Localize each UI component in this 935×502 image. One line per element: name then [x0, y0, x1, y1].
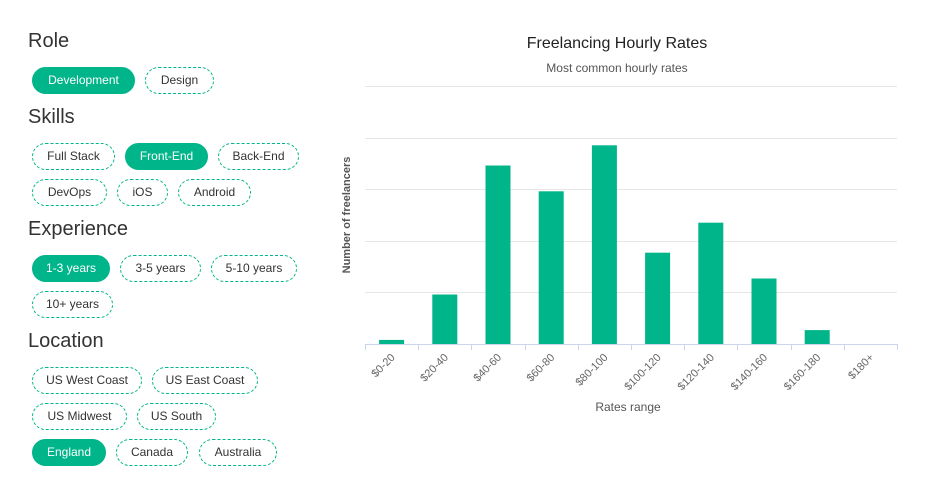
location-section-title: Location	[28, 330, 104, 352]
role-section-title: Role	[28, 30, 70, 52]
chip-10-plus-years[interactable]: 10+ years	[32, 291, 113, 318]
x-tick-label: $80-100	[573, 352, 610, 389]
chip-us-west-coast[interactable]: US West Coast	[32, 367, 142, 394]
chip-android[interactable]: Android	[178, 179, 251, 206]
x-axis-title: Rates range	[595, 400, 661, 414]
chart-title: Freelancing Hourly Rates	[526, 35, 708, 52]
x-tick-label: $40-60	[471, 352, 504, 385]
chip-development[interactable]: Development	[32, 67, 135, 94]
bar-120140[interactable]	[698, 222, 724, 344]
chip-ios[interactable]: iOS	[117, 179, 168, 206]
chip-australia[interactable]: Australia	[199, 439, 277, 466]
x-tick-label: $0-20	[369, 352, 397, 380]
chip-5-10-years[interactable]: 5-10 years	[211, 255, 297, 282]
x-tick-label: $20-40	[418, 352, 451, 385]
x-tick-label: $180+	[846, 352, 876, 382]
grid-lines	[365, 86, 897, 345]
bar-chart: $0-20 $20-40 $40-60 $60-80 $80-100 $100-120 $1…	[341, 86, 898, 414]
bar-80100[interactable]	[591, 145, 617, 344]
chip-us-east-coast[interactable]: US East Coast	[152, 367, 258, 394]
y-axis-title: Number of freelancers	[341, 157, 353, 274]
chip-canada[interactable]: Canada	[116, 439, 188, 466]
bars	[379, 145, 830, 344]
chip-us-south[interactable]: US South	[137, 403, 216, 430]
chip-front-end[interactable]: Front-End	[125, 143, 208, 170]
x-tick-label: $160-180	[782, 352, 823, 393]
chip-england[interactable]: England	[32, 439, 106, 466]
bar-2040[interactable]	[432, 294, 458, 345]
chip-design[interactable]: Design	[145, 67, 214, 94]
x-axis: $0-20 $20-40 $40-60 $60-80 $80-100 $100-120 $1…	[365, 344, 898, 393]
bar-6080[interactable]	[538, 191, 564, 344]
x-tick-label: $120-140	[676, 352, 717, 393]
skills-section-title: Skills	[28, 106, 75, 128]
bar-020[interactable]	[379, 339, 405, 344]
x-tick-label: $140-160	[729, 352, 770, 393]
chip-back-end[interactable]: Back-End	[218, 143, 299, 170]
chip-full-stack[interactable]: Full Stack	[32, 143, 115, 170]
x-tick-label: $100-120	[622, 352, 663, 393]
chip-3-5-years[interactable]: 3-5 years	[120, 255, 201, 282]
bar-140160[interactable]	[751, 278, 777, 345]
bar-100120[interactable]	[645, 252, 671, 344]
chip-1-3-years[interactable]: 1-3 years	[32, 255, 110, 282]
chip-us-midwest[interactable]: US Midwest	[32, 403, 127, 430]
chart-subtitle: Most common hourly rates	[546, 61, 688, 75]
chip-devops[interactable]: DevOps	[32, 179, 107, 206]
chart-area: Freelancing Hourly Rates Most common hou…	[335, 0, 935, 502]
x-tick-label: $60-80	[525, 352, 558, 385]
bar-4060[interactable]	[485, 165, 511, 345]
bar-160180[interactable]	[804, 330, 830, 344]
experience-section-title: Experience	[28, 218, 129, 240]
